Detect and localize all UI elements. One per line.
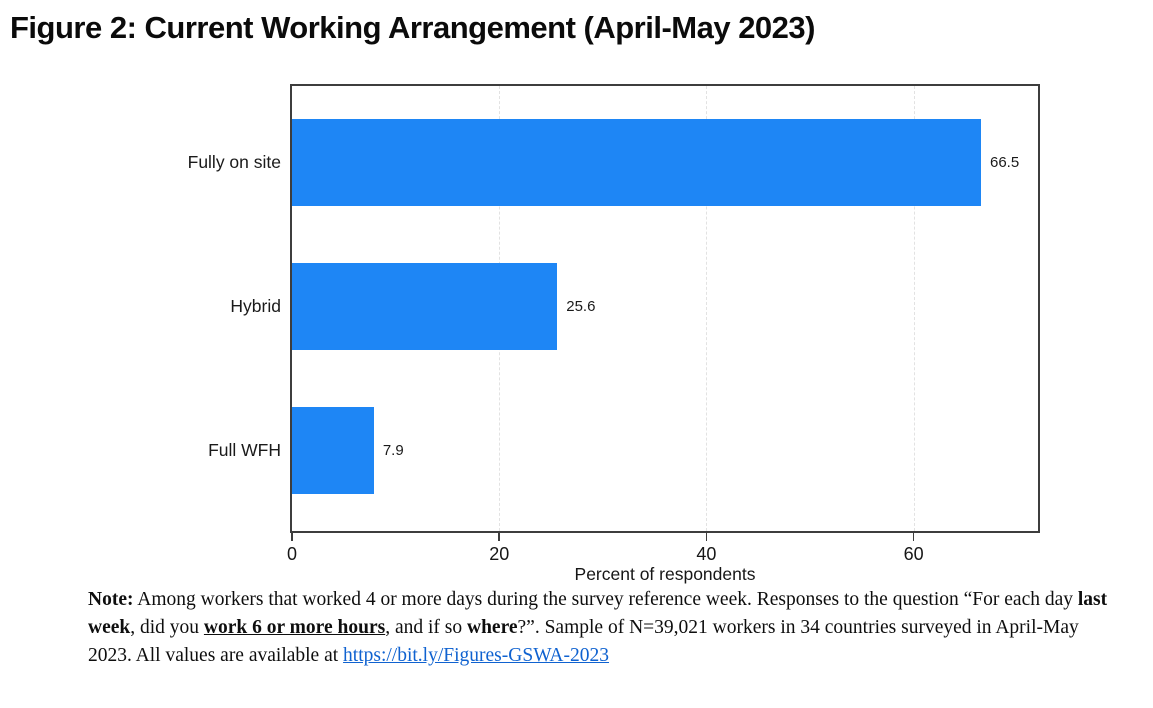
note-segment: where — [466, 617, 518, 638]
note-segment: , did you — [130, 617, 204, 638]
category-label: Full WFH — [208, 440, 281, 460]
note-segment: , and if so — [385, 617, 467, 638]
category-label: Hybrid — [230, 296, 281, 316]
bar-full-wfh — [292, 407, 374, 494]
x-tick-label: 60 — [903, 544, 924, 564]
x-axis-tick — [705, 533, 708, 541]
bar-value-label: 7.9 — [382, 442, 404, 459]
bar-value-label: 66.5 — [990, 154, 1020, 171]
note-segment: last week — [88, 589, 1108, 638]
x-tick-label: 20 — [489, 544, 510, 564]
bar-hybrid — [292, 263, 558, 350]
category-label: Fully on site — [187, 152, 281, 172]
bar-fully-on-site — [292, 119, 981, 206]
gridline — [706, 86, 708, 531]
note-link[interactable]: https://bit.ly/Figures-GSWA-2023 — [343, 645, 610, 666]
x-tick-label: 40 — [696, 544, 717, 564]
bar-value-label: 25.6 — [566, 298, 596, 315]
x-axis-tick — [498, 533, 500, 541]
gridline — [913, 86, 915, 531]
note-segment: Note: — [88, 589, 134, 610]
x-axis-tick — [291, 533, 293, 541]
note-segment: ?”. Sample of N=39,021 workers in 34 cou… — [88, 617, 1079, 666]
note-segment: work 6 or more hours — [203, 617, 386, 638]
x-tick-label: 0 — [286, 544, 297, 564]
x-axis-tick — [912, 533, 915, 541]
note-segment: Among workers that worked 4 or more days… — [133, 589, 1078, 610]
note-text: Note: Among workers that worked 4 or mor… — [88, 586, 1120, 670]
figure-title: Figure 2: Current Working Arrangement (A… — [10, 10, 815, 45]
plot-area — [290, 84, 1040, 533]
x-axis-label: Percent of respondents — [574, 564, 756, 584]
